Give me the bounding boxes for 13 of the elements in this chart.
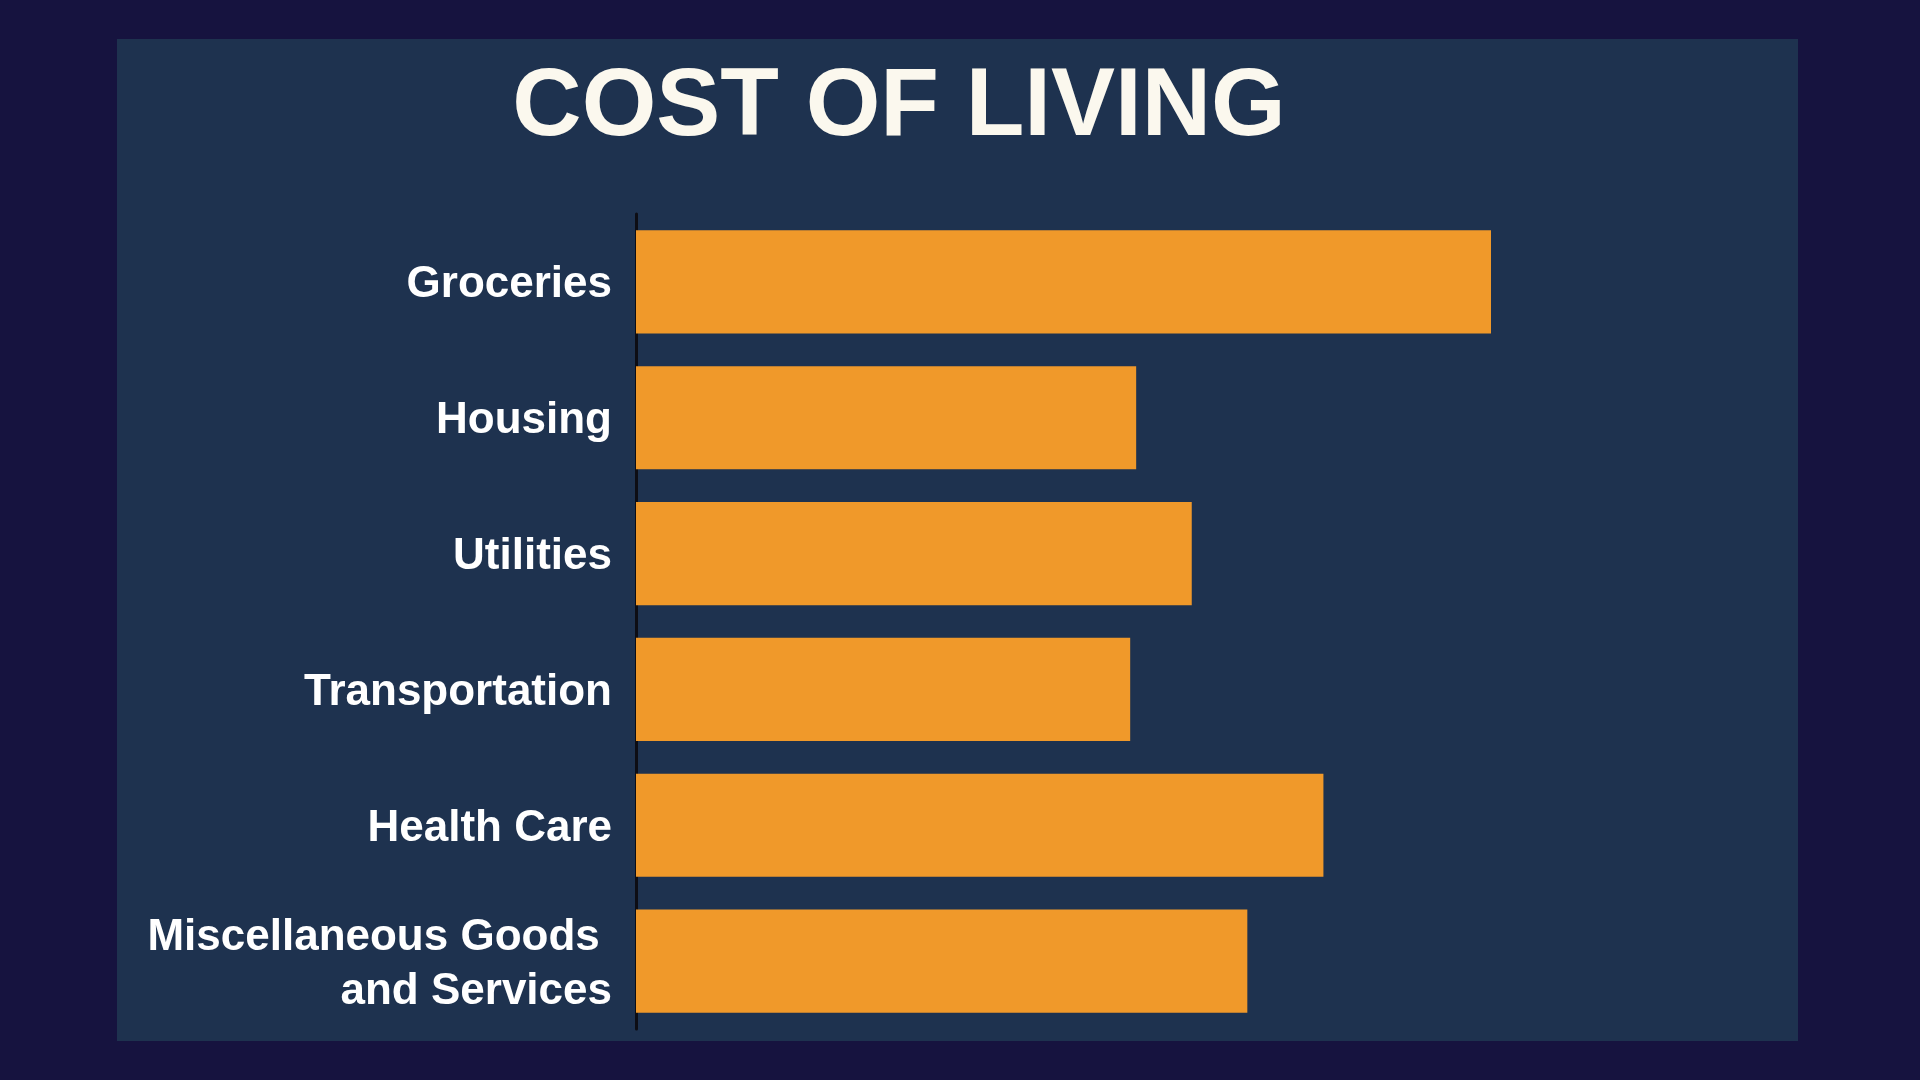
bar	[636, 909, 1248, 1013]
bar	[636, 366, 1137, 470]
y-tick-label: Miscellaneous Goods and Services	[147, 909, 612, 1013]
y-tick-label: Groceries	[406, 257, 612, 307]
chart-title: COST OF LIVING	[512, 47, 1286, 155]
bar	[636, 637, 1131, 742]
bar	[636, 773, 1324, 877]
y-tick-label: Housing	[436, 393, 612, 443]
y-tick-label: Utilities	[453, 529, 612, 579]
bar	[636, 230, 1491, 334]
y-tick-label: Transportation	[303, 664, 612, 714]
bar	[636, 501, 1192, 606]
y-tick-label: Health Care	[367, 800, 612, 850]
